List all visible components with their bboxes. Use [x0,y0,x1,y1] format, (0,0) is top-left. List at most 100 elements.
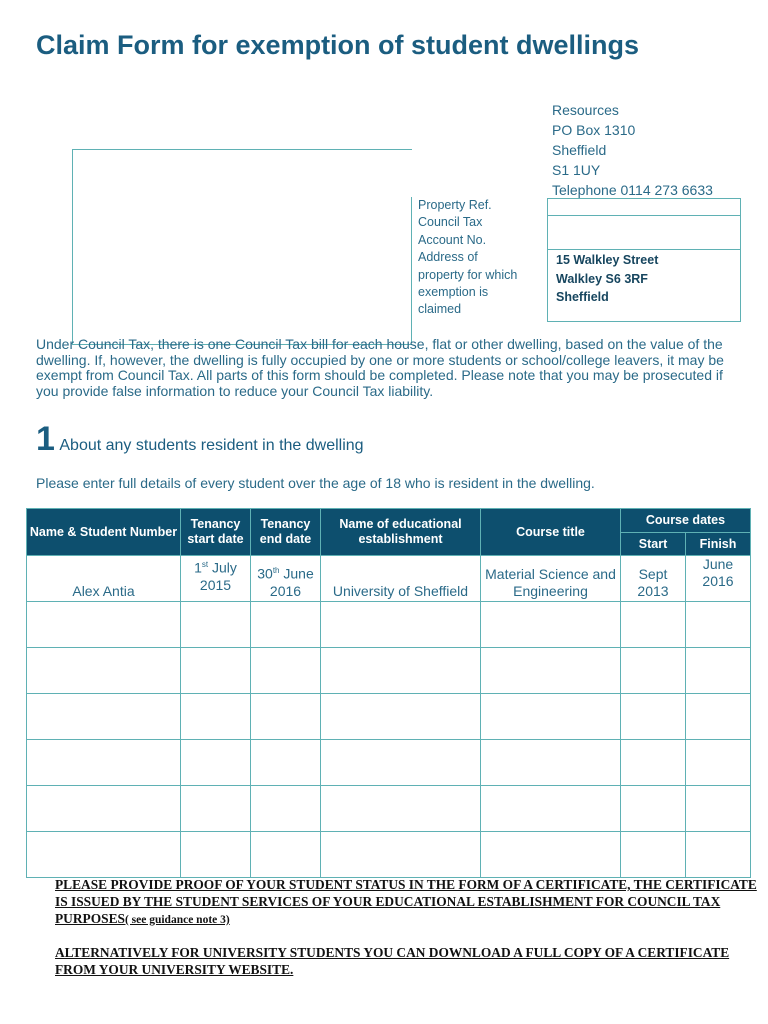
page-title: Claim Form for exemption of student dwel… [36,30,640,60]
cell-name[interactable] [26,785,181,832]
cell-establishment[interactable] [320,785,481,832]
address-line: PO Box 1310 [552,122,636,138]
header-course-finish: Finish [685,532,751,556]
envelope-address-box [72,149,412,345]
table-row: Alex Antia 1st July 2015 30th June 2016 … [26,555,751,602]
address-line: Sheffield [556,290,609,305]
label-address: claimed [418,302,462,317]
table-row [26,739,751,786]
cell-tenancy-end[interactable] [250,785,321,832]
cell-course-finish[interactable]: June 2016 [685,555,751,602]
cell-name[interactable] [26,601,181,648]
property-ref-field[interactable] [548,199,740,216]
table-row [26,647,751,694]
cell-name[interactable] [26,693,181,740]
cell-name[interactable]: Alex Antia [26,555,181,602]
cell-tenancy-start[interactable]: 1st July 2015 [180,555,251,602]
header-establishment: Name of educational establishment [320,508,481,556]
header-name: Name & Student Number [26,508,181,556]
telephone: Telephone 0114 273 6633 [552,182,713,198]
address-line: S1 1UY [552,162,601,178]
cell-tenancy-start[interactable] [180,693,251,740]
cell-course-title[interactable]: Material Science and Engineering [480,555,621,602]
cell-course-finish[interactable] [685,739,751,786]
header-tenancy-end: Tenancy end date [250,508,321,556]
cell-course-start[interactable]: Sept 2013 [620,555,686,602]
cell-tenancy-start[interactable] [180,785,251,832]
property-details-box: 15 Walkley Street Walkley S6 3RF Sheffie… [547,198,741,322]
note-proof: PLEASE PROVIDE PROOF OF YOUR STUDENT STA… [55,876,768,929]
header-course-dates: Course dates [620,508,751,533]
cell-course-title[interactable] [480,831,621,878]
label-property-ref: Property Ref. [418,198,492,212]
table-row [26,601,751,648]
label-address: exemption is [418,285,489,300]
cell-course-finish[interactable] [685,601,751,648]
day: 1 [194,559,202,576]
section-title: About any students resident in the dwell… [59,437,364,454]
cell-course-start[interactable] [620,647,686,694]
month-year: July 2015 [199,559,237,593]
cell-tenancy-start[interactable] [180,647,251,694]
cell-tenancy-start[interactable] [180,739,251,786]
table-row [26,785,751,832]
intro-text: Under Council Tax, there is one Council … [36,336,724,399]
property-address-field[interactable]: 15 Walkley Street Walkley S6 3RF Sheffie… [548,250,740,307]
cell-course-start[interactable] [620,693,686,740]
cell-course-finish[interactable] [685,647,751,694]
day: 30 [257,566,273,582]
cell-course-start[interactable] [620,739,686,786]
divider [411,197,412,343]
account-no-field[interactable] [548,216,740,250]
label-address: property for which [418,267,518,282]
cell-tenancy-end[interactable]: 30th June 2016 [250,555,321,602]
cell-tenancy-start[interactable] [180,601,251,648]
cell-name[interactable] [26,739,181,786]
header-course-start: Start [620,532,686,556]
note-download: ALTERNATIVELY FOR UNIVERSITY STUDENTS YO… [55,945,730,977]
cell-course-finish[interactable] [685,693,751,740]
cell-establishment[interactable] [320,647,481,694]
section-heading: 1 About any students resident in the dwe… [36,420,364,459]
cell-course-finish[interactable] [685,785,751,832]
cell-establishment[interactable] [320,693,481,740]
cell-establishment[interactable] [320,739,481,786]
header-tenancy-start: Tenancy start date [180,508,251,556]
cell-establishment[interactable]: University of Sheffield [320,555,481,602]
table-row [26,831,751,878]
note-text: PLEASE PROVIDE PROOF OF YOUR STUDENT STA… [55,877,757,926]
cell-tenancy-end[interactable] [250,831,321,878]
cell-course-title[interactable] [480,739,621,786]
students-table: Name & Student Number Tenancy start date… [26,508,751,878]
cell-tenancy-end[interactable] [250,647,321,694]
cell-course-title[interactable] [480,601,621,648]
cell-course-start[interactable] [620,601,686,648]
section-instruction: Please enter full details of every stude… [36,475,595,491]
cell-tenancy-end[interactable] [250,601,321,648]
address-line: Sheffield [552,142,607,158]
cell-course-title[interactable] [480,693,621,740]
table-row [26,693,751,740]
cell-establishment[interactable] [320,601,481,648]
cell-course-start[interactable] [620,831,686,878]
ordinal: th [272,566,280,576]
cell-tenancy-end[interactable] [250,739,321,786]
guidance-ref: ( see guidance note 3) [124,914,230,926]
cell-course-start[interactable] [620,785,686,832]
cell-course-title[interactable] [480,785,621,832]
label-account-no: Account No. [418,232,487,247]
property-labels: Property Ref. Council Tax Account No. Ad… [418,197,543,319]
label-council-tax: Council Tax [418,215,483,230]
proof-notes: PLEASE PROVIDE PROOF OF YOUR STUDENT STA… [55,876,768,993]
section-number: 1 [36,420,55,458]
cell-tenancy-start[interactable] [180,831,251,878]
address-line: Resources [552,102,619,118]
cell-course-title[interactable] [480,647,621,694]
header-course-title: Course title [480,508,621,556]
cell-course-finish[interactable] [685,831,751,878]
cell-name[interactable] [26,831,181,878]
cell-name[interactable] [26,647,181,694]
cell-tenancy-end[interactable] [250,693,321,740]
cell-establishment[interactable] [320,831,481,878]
